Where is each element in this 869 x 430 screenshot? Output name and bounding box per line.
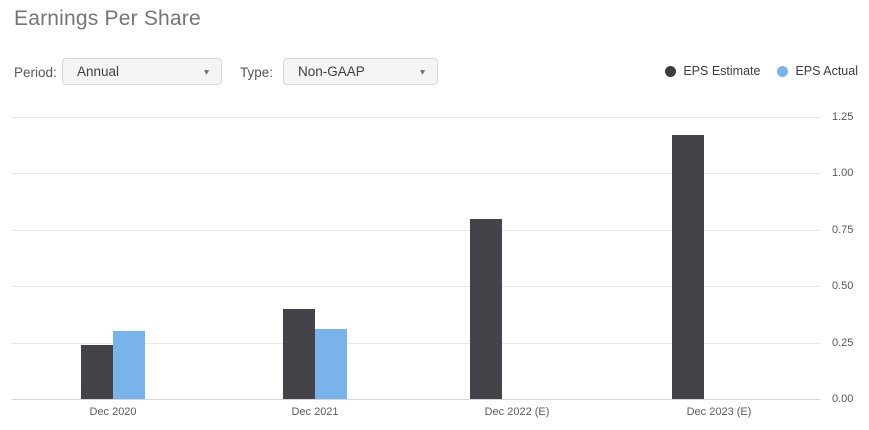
x-axis-label-dec-2021: Dec 2021	[291, 406, 339, 418]
legend-dot-icon	[665, 65, 677, 77]
bar-eps-estimate-dec-2023-e[interactable]	[672, 135, 704, 399]
bar-eps-actual-dec-2021[interactable]	[315, 329, 347, 399]
gridline-1.25	[12, 117, 820, 118]
type-dropdown-value: Non-GAAP	[298, 64, 365, 79]
gridline-0.25	[12, 343, 820, 344]
chart-legend: EPS Estimate EPS Actual	[665, 64, 858, 78]
x-axis-label-dec-2020: Dec 2020	[89, 406, 137, 418]
y-axis-tick-label: 0.00	[832, 393, 854, 405]
chevron-down-icon: ▼	[202, 67, 211, 76]
y-axis-tick-label: 0.25	[832, 337, 854, 349]
gridline-0.50	[12, 286, 820, 287]
gridline-0.00	[12, 399, 820, 400]
gridline-1.00	[12, 173, 820, 174]
y-axis-tick-label: 0.50	[832, 280, 854, 292]
type-label: Type:	[240, 65, 274, 80]
bar-eps-estimate-dec-2020[interactable]	[81, 345, 113, 399]
x-axis-label-dec-2022-e: Dec 2022 (E)	[484, 406, 550, 418]
bar-eps-estimate-dec-2021[interactable]	[283, 309, 315, 399]
x-axis-label-dec-2023-e: Dec 2023 (E)	[686, 406, 752, 418]
bar-eps-actual-dec-2020[interactable]	[113, 331, 145, 399]
legend-item-eps-estimate[interactable]: EPS Estimate	[665, 64, 760, 78]
bar-eps-estimate-dec-2022-e[interactable]	[470, 219, 502, 399]
period-dropdown[interactable]: Annual ▼	[62, 58, 222, 85]
legend-label: EPS Actual	[795, 64, 858, 78]
y-axis-tick-label: 0.75	[832, 224, 854, 236]
chevron-down-icon: ▼	[418, 67, 427, 76]
gridline-0.75	[12, 230, 820, 231]
page-title: Earnings Per Share	[14, 7, 201, 30]
period-label: Period:	[14, 65, 57, 80]
period-dropdown-value: Annual	[77, 64, 120, 79]
legend-item-eps-actual[interactable]: EPS Actual	[777, 64, 858, 78]
y-axis-tick-label: 1.00	[832, 167, 854, 179]
legend-dot-icon	[777, 65, 789, 77]
y-axis-tick-label: 1.25	[832, 111, 854, 123]
legend-label: EPS Estimate	[683, 64, 761, 78]
type-dropdown[interactable]: Non-GAAP ▼	[283, 58, 438, 85]
